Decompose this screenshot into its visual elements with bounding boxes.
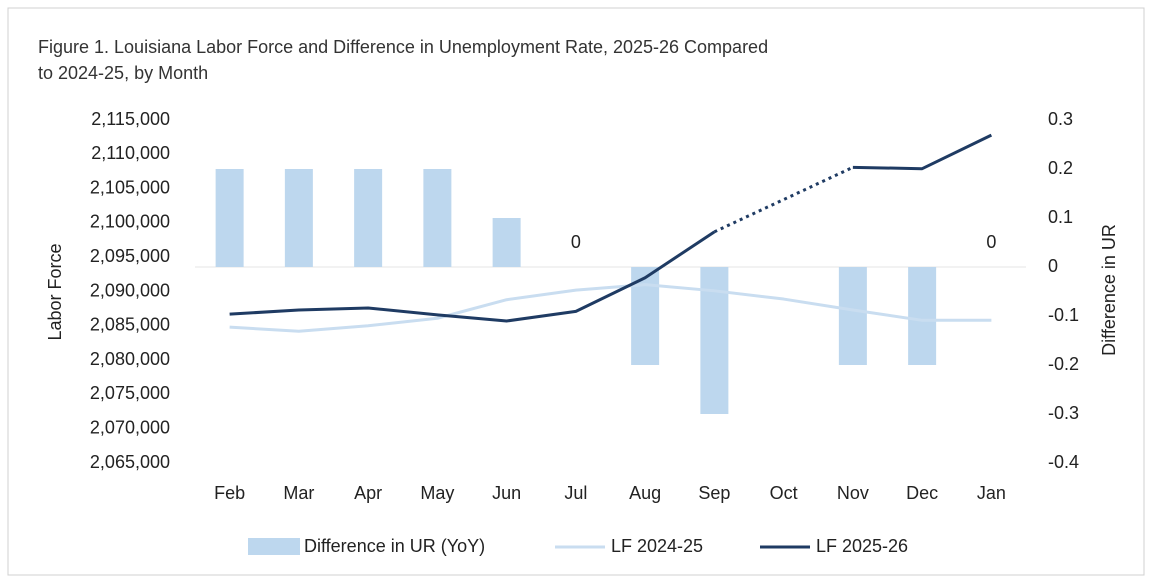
y2-tick-label: -0.3 <box>1048 403 1079 423</box>
y-tick-label: 2,100,000 <box>90 212 170 232</box>
y-tick-label: 2,115,000 <box>91 109 170 129</box>
x-tick-label: Aug <box>629 483 661 503</box>
chart-title: to 2024-25, by Month <box>38 63 208 83</box>
bar <box>284 169 313 267</box>
y-tick-label: 2,075,000 <box>90 383 170 403</box>
y-tick-label: 2,085,000 <box>90 315 170 335</box>
y2-tick-label: 0.3 <box>1048 109 1073 129</box>
y2-tick-label: -0.1 <box>1048 305 1079 325</box>
x-tick-label: Feb <box>214 483 245 503</box>
legend-label: LF 2025-26 <box>816 536 908 556</box>
bar <box>492 218 521 267</box>
x-tick-label: Jan <box>977 483 1006 503</box>
y2-tick-label: -0.4 <box>1048 452 1079 472</box>
legend-label: Difference in UR (YoY) <box>304 536 485 556</box>
y-tick-label: 2,065,000 <box>90 452 170 472</box>
x-tick-label: Nov <box>837 483 869 503</box>
x-tick-label: Sep <box>698 483 730 503</box>
y-tick-label: 2,080,000 <box>90 349 170 369</box>
legend-label: LF 2024-25 <box>611 536 703 556</box>
y-axis-label: Labor Force <box>45 243 65 340</box>
data-label: 0 <box>986 232 996 252</box>
bar <box>838 267 867 365</box>
y2-tick-label: 0 <box>1048 256 1058 276</box>
y2-axis-label: Difference in UR <box>1099 224 1119 356</box>
line <box>229 230 716 323</box>
y2-tick-label: 0.2 <box>1048 158 1073 178</box>
y-tick-label: 2,090,000 <box>90 280 170 300</box>
y-tick-label: 2,110,000 <box>91 143 170 163</box>
y2-tick-label: 0.1 <box>1048 207 1073 227</box>
legend-swatch <box>248 538 300 555</box>
x-tick-label: Jun <box>492 483 521 503</box>
line <box>229 283 992 333</box>
x-tick-label: Apr <box>354 483 382 503</box>
gap-connector <box>713 165 854 234</box>
chart-title: Figure 1. Louisiana Labor Force and Diff… <box>38 37 768 57</box>
x-tick-label: Oct <box>770 483 798 503</box>
bar <box>908 267 937 365</box>
line <box>852 133 993 171</box>
x-tick-label: Jul <box>564 483 587 503</box>
x-tick-label: May <box>420 483 454 503</box>
x-tick-label: Mar <box>283 483 314 503</box>
bar <box>423 169 452 267</box>
data-label: 0 <box>571 232 581 252</box>
y2-tick-label: -0.2 <box>1048 354 1079 374</box>
y-tick-label: 2,070,000 <box>90 417 170 437</box>
x-tick-label: Dec <box>906 483 938 503</box>
bar <box>354 169 383 267</box>
bar <box>215 169 244 267</box>
y-tick-label: 2,095,000 <box>90 246 170 266</box>
y-tick-label: 2,105,000 <box>90 177 170 197</box>
